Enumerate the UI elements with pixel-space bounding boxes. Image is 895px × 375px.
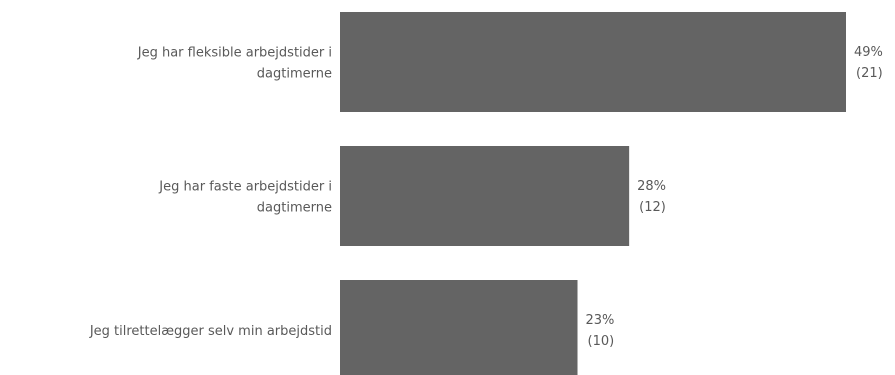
bars-layer	[340, 12, 846, 375]
category-label-line: Jeg har fleksible arbejdstider i	[137, 46, 332, 61]
value-label-2: 23%	[586, 313, 615, 328]
category-label-1: Jeg har faste arbejdstider i dagtimerne	[158, 180, 332, 216]
category-label-line: dagtimerne	[257, 67, 332, 82]
value-label-1: 28%	[637, 179, 666, 194]
category-label-2: Jeg tilrettelægger selv min arbejdstid	[89, 324, 332, 339]
category-label-line: Jeg tilrettelægger selv min arbejdstid	[89, 324, 332, 339]
value-label-0: 49%	[854, 45, 883, 60]
bar-0	[340, 12, 846, 112]
category-label-line: dagtimerne	[257, 201, 332, 216]
bar-2	[340, 280, 578, 375]
count-label-2: (10)	[588, 334, 615, 349]
value-labels-layer: 49% (21) 28% (12) 23% (10)	[586, 45, 883, 349]
category-labels-layer: Jeg har fleksible arbejdstider i dagtimer…	[89, 46, 332, 340]
count-label-0: (21)	[856, 66, 883, 81]
count-label-1: (12)	[639, 200, 666, 215]
category-label-0: Jeg har fleksible arbejdstider i dagtimer…	[137, 46, 332, 82]
bar-1	[340, 146, 630, 246]
category-label-line: Jeg har faste arbejdstider i	[158, 180, 332, 195]
